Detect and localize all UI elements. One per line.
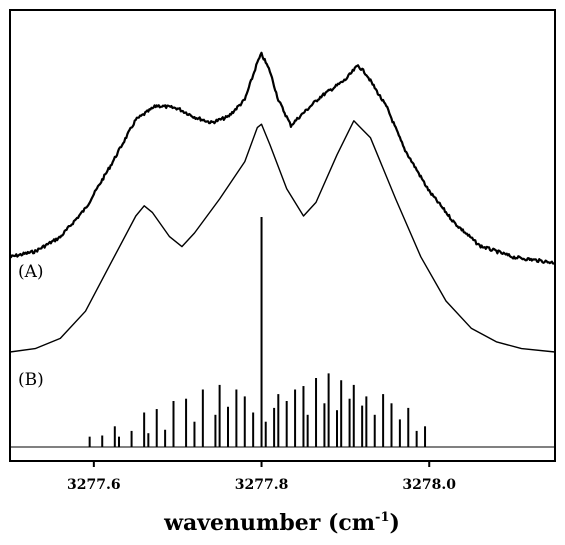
trace-b — [9, 120, 556, 353]
stick-spectrum — [88, 217, 427, 447]
x-axis-label-superscript: -1 — [375, 510, 389, 525]
trace-label-a: (A) — [18, 262, 44, 282]
traces — [9, 51, 556, 353]
x-axis-label: wavenumber (cm-1) — [163, 510, 400, 536]
trace-label-b: (B) — [18, 370, 44, 390]
plot-frame — [9, 9, 556, 462]
trace-a — [9, 51, 556, 265]
x-axis-label-close: ) — [390, 510, 400, 536]
x-tick-label: 3277.6 — [67, 477, 121, 493]
x-axis-ticks: 3277.6 3277.8 3278.0 — [67, 461, 456, 493]
x-tick-label: 3277.8 — [235, 477, 289, 493]
x-tick-label: 3278.0 — [402, 477, 456, 493]
